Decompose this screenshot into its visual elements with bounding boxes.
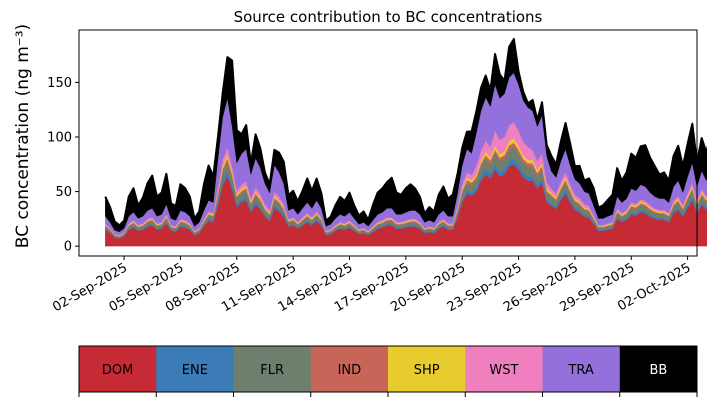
x-axis: 02-Sep-202505-Sep-202508-Sep-202511-Sep-… [50, 256, 694, 315]
legend-swatch-flr [233, 346, 312, 392]
legend-label-dom: DOM [102, 363, 133, 378]
legend-label-ene: ENE [182, 363, 208, 378]
y-tick-label: 150 [47, 76, 72, 91]
legend-colorbar: DOM ENE FLR IND SHP WST TRA BB [78, 345, 698, 397]
chart-title: Source contribution to BC concentrations [234, 8, 543, 26]
legend-label-shp: SHP [414, 363, 440, 378]
legend-swatch-dom [79, 346, 157, 392]
y-axis-label: BC concentration (ng m⁻³) [13, 24, 33, 248]
legend-label-tra: TRA [567, 363, 593, 378]
legend-swatch-wst [465, 346, 543, 392]
y-tick-label: 100 [47, 130, 72, 145]
legend-label-wst: WST [489, 363, 518, 378]
total-line [104, 37, 707, 227]
y-tick-label: 0 [64, 240, 72, 255]
legend-swatch-ene [156, 346, 234, 392]
legend-swatch-ind [310, 346, 389, 392]
legend-label-flr: FLR [260, 363, 284, 378]
total-outline [104, 37, 707, 227]
y-axis: 0 50 100 150 [47, 76, 79, 255]
stacked-areas [105, 38, 707, 247]
legend-label-bb: BB [649, 363, 667, 378]
y-tick-label: 50 [55, 185, 72, 200]
legend-swatch-bb [619, 346, 698, 392]
legend-swatch-tra [542, 346, 621, 392]
legend-label-ind: IND [338, 363, 362, 378]
legend-swatch-shp [388, 346, 466, 392]
plot-frame [78, 29, 698, 257]
